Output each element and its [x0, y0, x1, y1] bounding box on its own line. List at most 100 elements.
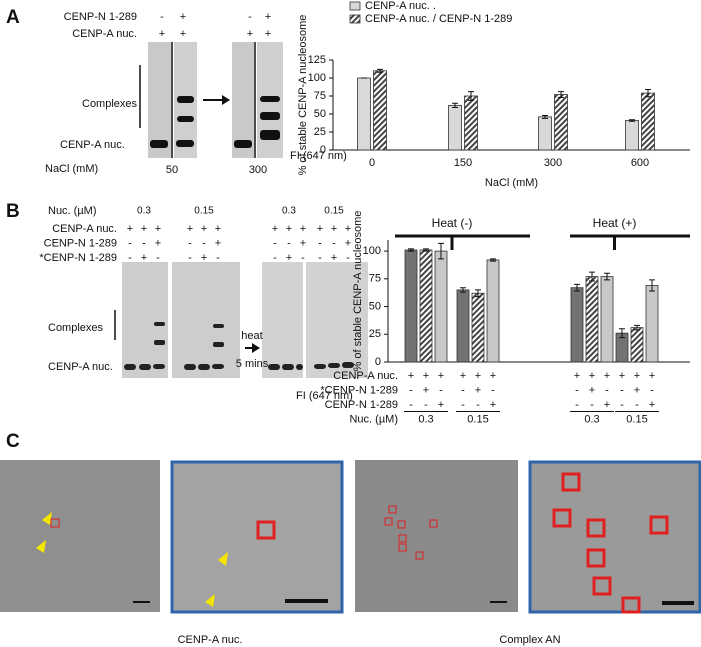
gel-sign: -: [273, 252, 277, 264]
gel-sign: +: [155, 223, 161, 235]
error-bar: [438, 242, 444, 260]
gel-sign: +: [317, 223, 323, 235]
group-label: Heat (+): [593, 216, 637, 230]
bar: [625, 120, 639, 151]
table-row-label: *CENP-N 1-289: [320, 384, 398, 396]
table-cell: +: [619, 370, 625, 382]
y-tick-label: 75: [369, 273, 381, 285]
gel-sign: +: [141, 252, 147, 264]
x-tick-label: 0.15: [467, 413, 488, 425]
gel-a: Complexes CENP-A nuc. NaCl (mM) 50 300 F…: [45, 42, 347, 176]
y-tick-label: 50: [314, 108, 326, 120]
table-cell: +: [589, 384, 595, 396]
gel-sign: +: [300, 237, 306, 249]
table-cell: -: [605, 384, 609, 396]
error-bar: [558, 91, 564, 98]
gel-bands: [150, 96, 280, 148]
error-bar: [649, 279, 655, 292]
table-row-label: CENP-A nuc.: [333, 370, 398, 382]
micrographs: CENP-A nuc. Complex AN: [0, 460, 701, 646]
panel-label: A: [6, 7, 20, 28]
bar: [357, 77, 371, 151]
bar: [645, 285, 659, 363]
boxes: [50, 472, 669, 614]
gel-strip: [148, 42, 171, 158]
table-cell: +: [423, 384, 429, 396]
bar: [585, 276, 599, 363]
gel-strip: [306, 262, 368, 378]
micrograph: [355, 460, 518, 612]
gel-label: Complexes: [48, 322, 104, 334]
gel-label: 50: [166, 164, 178, 176]
error-bar: [460, 287, 466, 293]
gel-sign: +: [159, 28, 165, 40]
arrowheads: [36, 512, 228, 607]
table-cell: -: [575, 399, 579, 411]
gel-row-label: CENP-N 1-289: [44, 237, 117, 249]
legend-label: CENP-A nuc. .: [365, 0, 436, 12]
bar: [641, 92, 655, 151]
gel-row-label: *CENP-N 1-289: [39, 252, 117, 264]
legend-swatch: [349, 1, 361, 11]
error-bar: [452, 102, 458, 109]
error-bar: [377, 68, 383, 73]
group-bracket: [395, 234, 530, 250]
error-bar: [490, 258, 496, 262]
legend-swatch: [349, 14, 361, 24]
table-cell: -: [461, 384, 465, 396]
gel-sign: +: [265, 28, 271, 40]
x-tick-label: 150: [454, 157, 472, 169]
gel-b: Complexes CENP-A nuc. heat 5 mins FI (64…: [48, 205, 368, 402]
bar: [404, 249, 418, 363]
gel-nuc: 0.15: [324, 206, 344, 217]
gel-sign: -: [318, 252, 322, 264]
table-cell: -: [650, 384, 654, 396]
bar: [419, 249, 433, 363]
gel-sign: +: [141, 223, 147, 235]
table-cell: +: [634, 384, 640, 396]
y-axis-label: % of stable CENP-A nucleosome: [352, 211, 364, 372]
table-cell: -: [461, 399, 465, 411]
bar: [456, 289, 470, 363]
gel-label: FI (647 nm): [290, 150, 347, 162]
y-tick-label: 0: [375, 356, 381, 368]
gel-label: CENP-A nuc.: [48, 361, 113, 373]
gel-nuc: 0.3: [137, 206, 151, 217]
gel-strip: [232, 42, 254, 158]
table-cell: +: [438, 370, 444, 382]
gel-sign: -: [160, 11, 164, 23]
gel-sign: -: [188, 237, 192, 249]
gel-sign: +: [247, 28, 253, 40]
y-tick-label: 25: [369, 328, 381, 340]
table-cell: +: [423, 370, 429, 382]
error-bar: [423, 248, 429, 252]
error-bar: [634, 324, 640, 331]
bar: [486, 259, 500, 363]
x-tick-label: 0.3: [584, 413, 599, 425]
gel-sign: +: [345, 223, 351, 235]
error-bar: [542, 114, 548, 119]
table-cell: +: [649, 399, 655, 411]
gel-sign: +: [187, 223, 193, 235]
table-row-label: Nuc. (µM): [349, 413, 398, 425]
bar: [630, 327, 644, 363]
gel-label: CENP-A nuc.: [60, 139, 125, 151]
gel-sign: +: [180, 28, 186, 40]
gel-sign: +: [215, 237, 221, 249]
gel-sign: +: [300, 223, 306, 235]
table-cell: +: [649, 370, 655, 382]
gel-sign: +: [201, 252, 207, 264]
gel-label: FI (647 nm): [296, 390, 353, 402]
bar: [464, 95, 478, 151]
gel-sign: -: [128, 252, 132, 264]
y-tick-label: 100: [363, 245, 381, 257]
y-axis-label: % of stable CENP-A nucleosome: [297, 15, 309, 176]
micrograph: [528, 460, 701, 614]
x-tick-label: 0.15: [626, 413, 647, 425]
table-cell: +: [589, 370, 595, 382]
error-bar: [468, 91, 474, 101]
gel-sign: -: [318, 237, 322, 249]
table-cell: +: [490, 399, 496, 411]
gel-sign: +: [180, 11, 186, 23]
